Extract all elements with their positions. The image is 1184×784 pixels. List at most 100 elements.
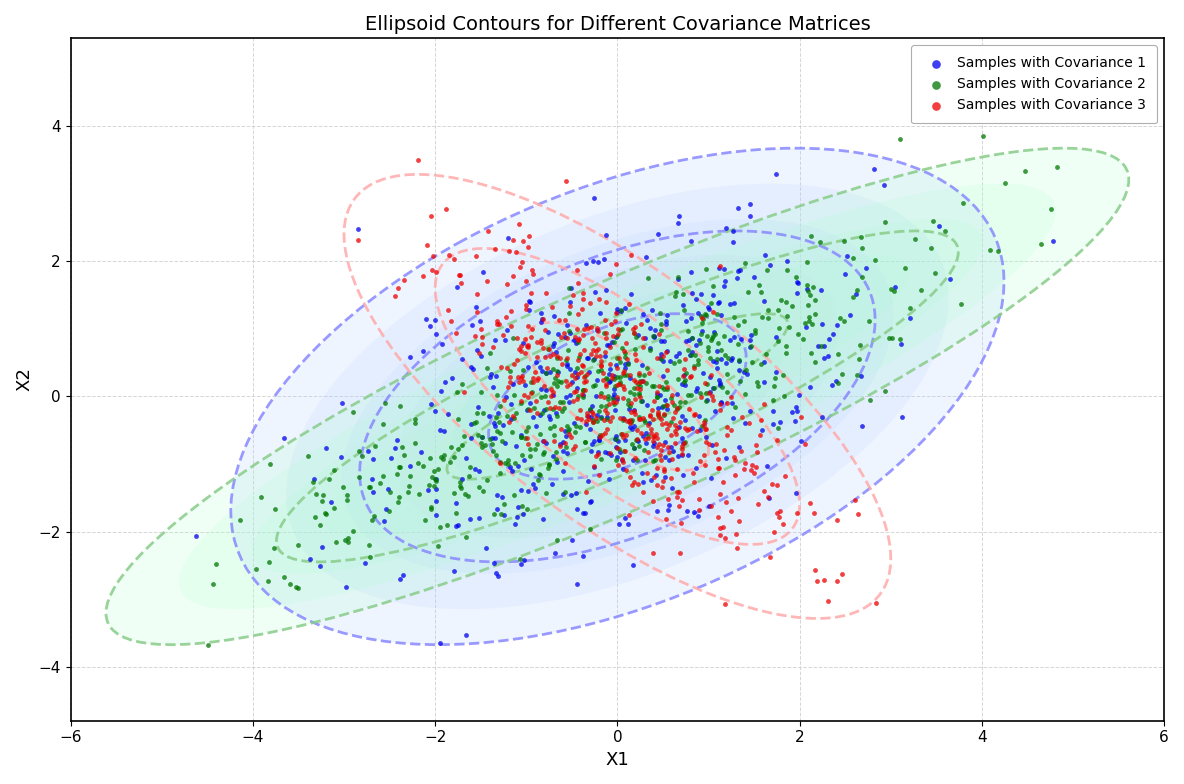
Samples with Covariance 3 [657, 346, 676, 358]
Samples with Covariance 1 [735, 417, 754, 430]
Samples with Covariance 2 [766, 372, 785, 384]
Samples with Covariance 3 [604, 329, 623, 342]
Samples with Covariance 2 [980, 244, 999, 256]
Samples with Covariance 1 [435, 425, 453, 437]
Samples with Covariance 3 [614, 365, 633, 377]
Samples with Covariance 2 [474, 485, 493, 497]
Samples with Covariance 1 [633, 430, 652, 443]
Samples with Covariance 1 [687, 292, 706, 305]
Samples with Covariance 1 [471, 350, 490, 362]
Samples with Covariance 2 [648, 390, 667, 403]
Samples with Covariance 2 [771, 293, 790, 306]
Samples with Covariance 3 [752, 414, 771, 426]
Samples with Covariance 1 [578, 352, 597, 365]
Samples with Covariance 2 [611, 304, 630, 317]
Samples with Covariance 2 [449, 443, 468, 456]
Samples with Covariance 2 [580, 523, 599, 535]
Samples with Covariance 3 [533, 312, 552, 325]
Samples with Covariance 3 [613, 367, 632, 379]
Samples with Covariance 2 [678, 325, 697, 337]
Samples with Covariance 3 [693, 312, 712, 325]
Samples with Covariance 3 [648, 441, 667, 453]
Samples with Covariance 1 [488, 503, 507, 516]
Samples with Covariance 1 [422, 398, 440, 411]
Samples with Covariance 2 [511, 397, 530, 410]
Samples with Covariance 2 [457, 530, 476, 543]
Samples with Covariance 1 [484, 557, 503, 569]
Samples with Covariance 3 [620, 470, 639, 483]
Samples with Covariance 1 [670, 420, 689, 433]
Samples with Covariance 3 [549, 314, 568, 326]
Samples with Covariance 3 [708, 462, 727, 474]
Samples with Covariance 2 [387, 467, 406, 480]
Samples with Covariance 3 [741, 464, 760, 477]
Samples with Covariance 2 [353, 450, 372, 463]
Samples with Covariance 1 [731, 263, 749, 276]
Samples with Covariance 3 [686, 408, 704, 420]
Samples with Covariance 2 [288, 582, 307, 594]
Samples with Covariance 1 [651, 351, 670, 364]
Samples with Covariance 1 [841, 308, 860, 321]
Samples with Covariance 3 [469, 347, 488, 359]
Samples with Covariance 3 [422, 210, 440, 223]
Samples with Covariance 2 [657, 383, 676, 395]
Samples with Covariance 1 [892, 338, 910, 350]
Samples with Covariance 3 [638, 431, 657, 444]
Samples with Covariance 2 [802, 230, 821, 242]
Samples with Covariance 3 [520, 229, 539, 241]
Samples with Covariance 1 [514, 507, 533, 520]
Samples with Covariance 3 [577, 374, 596, 387]
Samples with Covariance 3 [725, 451, 744, 463]
Samples with Covariance 1 [551, 437, 570, 450]
Samples with Covariance 2 [431, 451, 450, 463]
Samples with Covariance 1 [690, 333, 709, 346]
Samples with Covariance 3 [506, 245, 525, 258]
Samples with Covariance 1 [669, 273, 688, 285]
Samples with Covariance 2 [472, 431, 491, 444]
Samples with Covariance 3 [732, 445, 751, 458]
Samples with Covariance 1 [548, 327, 567, 339]
Samples with Covariance 1 [812, 283, 831, 296]
Samples with Covariance 2 [675, 396, 694, 408]
Samples with Covariance 3 [658, 381, 677, 394]
Samples with Covariance 1 [599, 474, 618, 486]
Samples with Covariance 3 [625, 321, 644, 333]
Samples with Covariance 2 [783, 300, 802, 313]
Samples with Covariance 3 [532, 337, 551, 350]
Samples with Covariance 1 [540, 412, 559, 425]
Samples with Covariance 3 [445, 252, 464, 265]
Samples with Covariance 3 [637, 466, 656, 479]
Samples with Covariance 1 [680, 334, 699, 347]
Samples with Covariance 3 [573, 360, 592, 372]
Samples with Covariance 3 [545, 435, 564, 448]
Samples with Covariance 1 [656, 450, 675, 463]
Samples with Covariance 2 [655, 408, 674, 421]
Samples with Covariance 2 [598, 372, 617, 385]
Samples with Covariance 2 [812, 340, 831, 353]
Samples with Covariance 1 [470, 511, 489, 524]
Samples with Covariance 2 [362, 514, 381, 526]
Samples with Covariance 3 [497, 278, 516, 290]
Samples with Covariance 3 [708, 510, 727, 523]
Samples with Covariance 2 [379, 505, 398, 517]
Samples with Covariance 3 [498, 381, 517, 394]
Samples with Covariance 3 [675, 422, 694, 434]
Samples with Covariance 2 [843, 252, 862, 264]
Samples with Covariance 1 [498, 232, 517, 245]
Samples with Covariance 3 [690, 493, 709, 506]
Samples with Covariance 2 [591, 412, 610, 424]
Samples with Covariance 3 [670, 485, 689, 498]
Samples with Covariance 2 [559, 307, 578, 320]
Ellipse shape [452, 290, 783, 503]
Samples with Covariance 3 [631, 383, 650, 395]
Samples with Covariance 1 [489, 570, 508, 583]
Samples with Covariance 1 [787, 276, 806, 289]
Samples with Covariance 2 [516, 425, 535, 437]
Samples with Covariance 2 [699, 341, 718, 354]
Samples with Covariance 2 [365, 510, 384, 523]
Samples with Covariance 1 [511, 557, 530, 570]
Samples with Covariance 3 [625, 374, 644, 387]
Samples with Covariance 2 [669, 270, 688, 283]
Samples with Covariance 2 [399, 485, 418, 498]
Samples with Covariance 3 [610, 378, 629, 390]
